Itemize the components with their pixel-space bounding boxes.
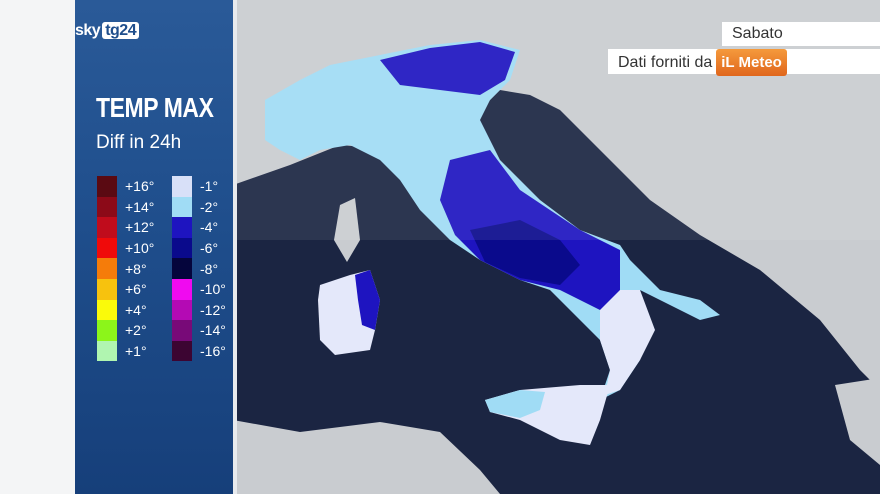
legend-item: -2° xyxy=(172,196,226,218)
legend-swatch xyxy=(97,237,117,259)
central-minus6-area xyxy=(470,220,580,285)
legend-label: -6° xyxy=(200,240,219,257)
legend-label: +12° xyxy=(125,219,155,236)
ilmeteo-logo: iL Meteo xyxy=(716,49,787,76)
legend-swatch xyxy=(97,176,117,197)
legend-label: -14° xyxy=(200,322,226,339)
legend-label: +2° xyxy=(125,322,147,339)
south-italy-minus1 xyxy=(600,290,655,395)
legend-label: -12° xyxy=(200,301,226,318)
legend-swatch xyxy=(97,258,117,279)
legend-item: +14° xyxy=(97,196,155,218)
legend-item: +6° xyxy=(97,278,154,300)
skytg24-logo: sky tg24 xyxy=(75,22,140,40)
legend-swatch xyxy=(172,340,192,362)
sicily-west-minus2 xyxy=(485,390,545,418)
legend-swatch xyxy=(172,299,192,321)
logo-tg24: tg24 xyxy=(102,22,140,39)
legend-swatch xyxy=(172,217,192,238)
legend-label: +4° xyxy=(125,301,147,318)
legend-swatch xyxy=(172,278,192,300)
legend-item: -12° xyxy=(172,299,226,321)
legend-swatch xyxy=(97,320,117,341)
legend-item: +12° xyxy=(97,217,154,238)
north-minus4-area xyxy=(380,42,515,95)
legend-negative: -1° -2° -4° -6° -8° -10° -12° -14° -16° xyxy=(172,176,226,362)
legend-swatch xyxy=(172,196,192,218)
legend-label: -1° xyxy=(200,178,219,195)
legend-label: +14° xyxy=(125,198,155,215)
legend-item: +4° xyxy=(97,299,154,321)
legend-item: -1° xyxy=(172,176,226,197)
legend-positive: +16° +14° +12° +10° +8° +6° +4° +2° +1° xyxy=(97,176,155,362)
legend-swatch xyxy=(97,196,117,218)
legend-swatch xyxy=(97,278,117,300)
legend-item: -16° xyxy=(172,340,226,362)
legend-label: -16° xyxy=(200,343,226,360)
legend-label: -10° xyxy=(200,281,226,298)
map-subtitle: Diff in 24h xyxy=(96,132,182,153)
legend-label: +6° xyxy=(125,281,147,298)
map-title: TEMP MAX xyxy=(96,92,214,123)
legend-label: +16° xyxy=(125,178,155,195)
legend-label: +8° xyxy=(125,260,147,277)
legend-item: +16° xyxy=(97,176,154,197)
legend-item: +8° xyxy=(97,258,154,279)
legend-swatch xyxy=(172,320,192,341)
legend-swatch xyxy=(97,299,117,321)
greece-land xyxy=(835,378,880,465)
legend-label: -4° xyxy=(200,219,219,236)
corsica xyxy=(334,198,360,262)
credit-text: Dati forniti da xyxy=(618,54,713,71)
left-strip xyxy=(0,0,75,494)
legend-item: +10° xyxy=(97,237,155,259)
legend-item: +2° xyxy=(97,320,154,341)
legend-swatch xyxy=(172,258,192,279)
logo-sky: sky xyxy=(75,22,101,39)
day-label: Sabato xyxy=(722,22,880,46)
legend-swatch xyxy=(172,176,192,197)
legend-label: -2° xyxy=(200,198,219,215)
legend-item: -14° xyxy=(172,320,226,341)
legend-label: -8° xyxy=(200,260,219,277)
legend-item: -6° xyxy=(172,237,226,259)
credit-label: Dati forniti da iL Meteo xyxy=(608,49,880,76)
legend-item: -4° xyxy=(172,217,226,238)
legend-swatch xyxy=(172,237,192,259)
legend-label: +1° xyxy=(125,343,147,360)
africa-land xyxy=(233,420,500,494)
legend-swatch xyxy=(97,217,117,238)
day-text: Sabato xyxy=(732,25,783,42)
legend-item: -10° xyxy=(172,278,226,300)
legend-item: -8° xyxy=(172,258,226,279)
legend-item: +1° xyxy=(97,340,154,362)
legend-swatch xyxy=(97,340,117,362)
sardinia-east-minus4 xyxy=(355,270,380,330)
legend-label: +10° xyxy=(125,240,155,257)
